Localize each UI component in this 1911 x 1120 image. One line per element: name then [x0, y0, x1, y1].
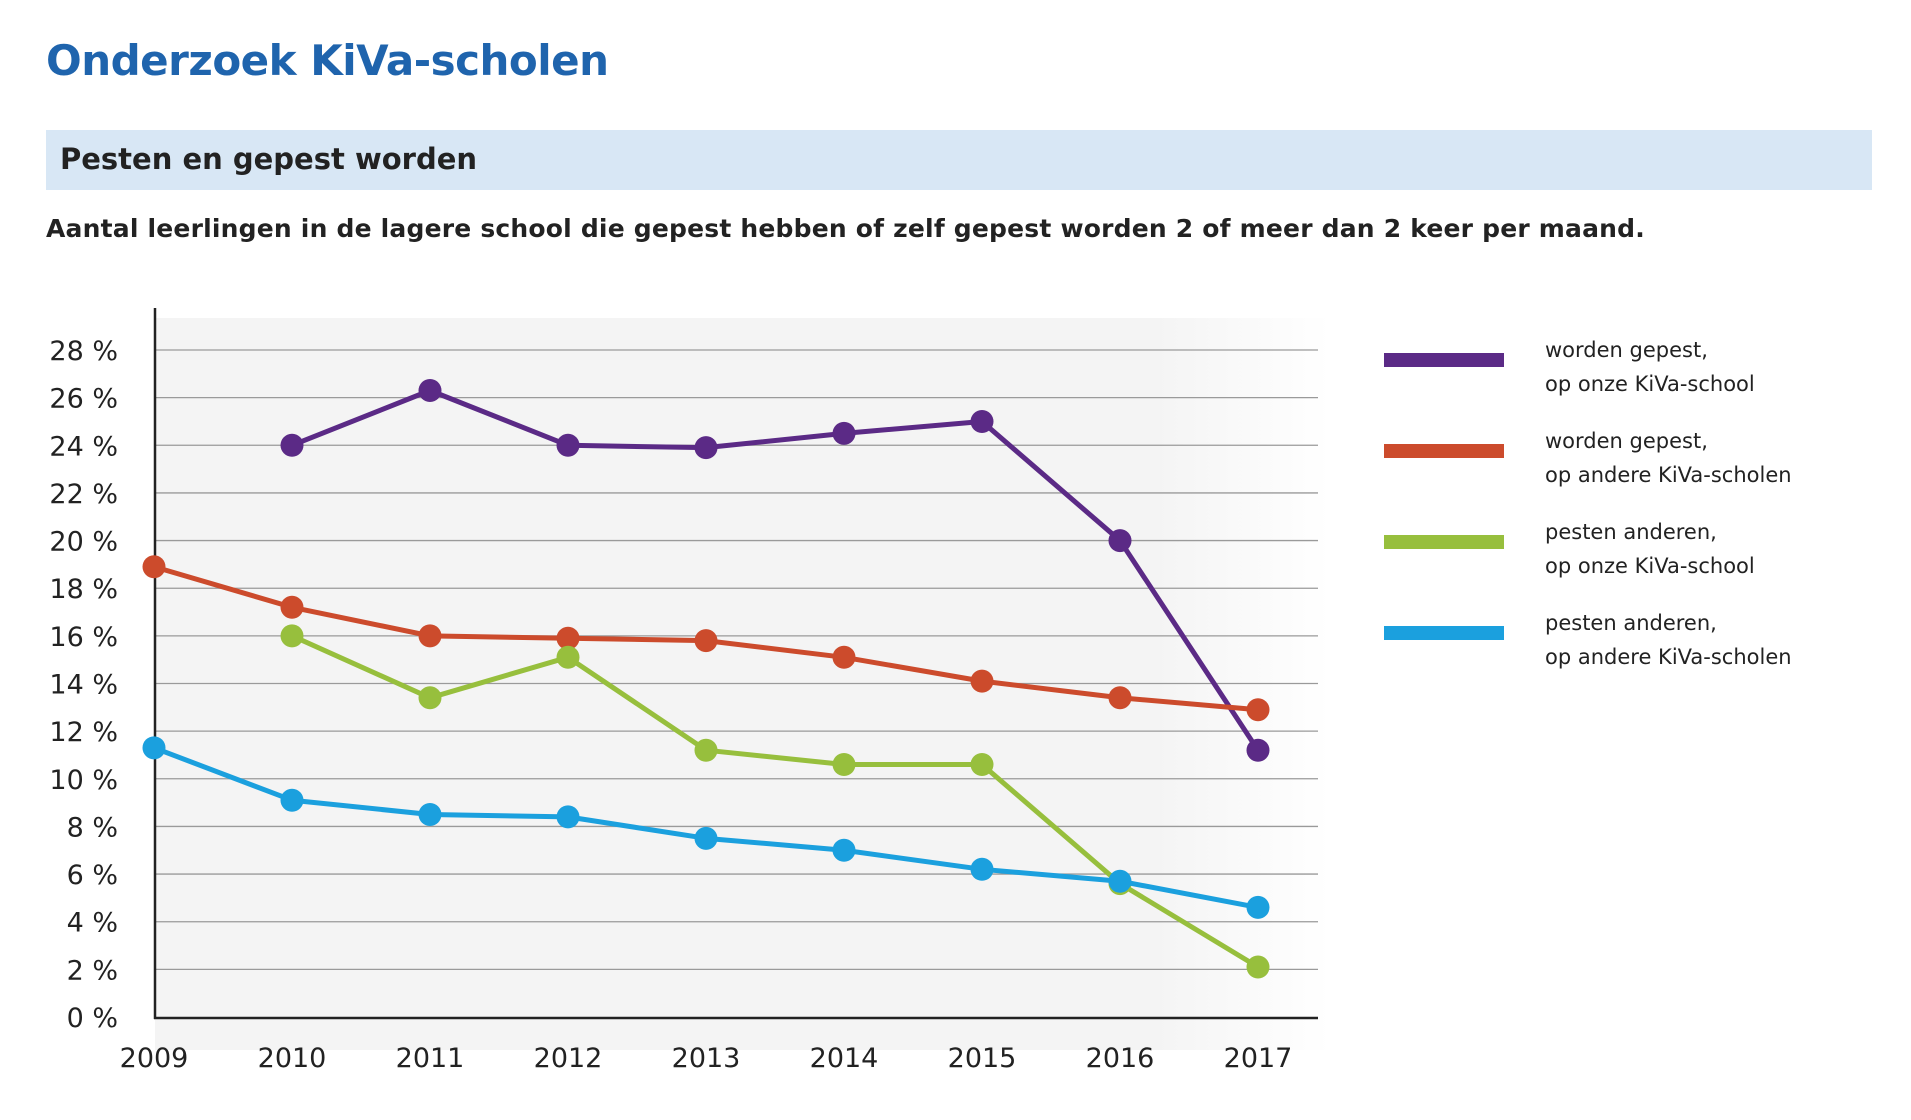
data-point-3-2012 — [556, 645, 580, 669]
legend-swatch — [1384, 535, 1504, 549]
legend-label-line1: pesten anderen, — [1545, 611, 1717, 635]
data-point-4-2015 — [970, 857, 994, 881]
y-tick-label: 12 % — [49, 717, 118, 748]
data-point-2-2015 — [970, 669, 994, 693]
x-tick-label: 2010 — [258, 1043, 327, 1074]
series-4 — [142, 736, 1270, 919]
x-tick-label: 2012 — [534, 1043, 603, 1074]
legend-label-line2: op andere KiVa-scholen — [1545, 463, 1792, 487]
x-axis: 2009 2010 2011 2012 2013 2014 2015 2016 2017 — [120, 1016, 1318, 1074]
x-tick-label: 2017 — [1224, 1043, 1293, 1074]
y-tick-label: 20 % — [49, 527, 118, 558]
data-point-4-2017 — [1246, 895, 1270, 919]
data-point-4-2010 — [280, 788, 304, 812]
data-point-3-2010 — [280, 624, 304, 648]
legend-label-line1: pesten anderen, — [1545, 520, 1717, 544]
y-tick-label: 0 % — [67, 1003, 118, 1034]
data-point-4-2012 — [556, 805, 580, 829]
x-tick-label: 2015 — [948, 1043, 1017, 1074]
data-point-2-2011 — [418, 624, 442, 648]
data-point-3-2013 — [694, 738, 718, 762]
y-tick-label: 14 % — [49, 670, 118, 701]
chart-description: Aantal leerlingen in de lagere school di… — [46, 214, 1645, 243]
y-tick-label: 24 % — [49, 431, 118, 462]
legend-swatch — [1384, 626, 1504, 640]
legend-label-line2: op andere KiVa-scholen — [1545, 645, 1792, 669]
series-1 — [280, 378, 1270, 762]
y-tick-label: 2 % — [67, 955, 118, 986]
data-point-1-2016 — [1108, 529, 1132, 553]
data-point-1-2012 — [556, 433, 580, 457]
x-tick-label: 2013 — [672, 1043, 741, 1074]
y-tick-label: 4 % — [67, 908, 118, 939]
y-tick-label: 22 % — [49, 479, 118, 510]
data-point-1-2011 — [418, 378, 442, 402]
x-tick-label: 2009 — [120, 1043, 189, 1074]
legend: worden gepest,op onze KiVa-schoolworden … — [1384, 338, 1792, 669]
legend-label-line1: worden gepest, — [1545, 338, 1708, 362]
data-point-3-2017 — [1246, 955, 1270, 979]
x-tick-label: 2011 — [396, 1043, 465, 1074]
y-axis: 0 % 2 % 4 % 6 % 8 % 10 % 12 % 14 % 16 % 18 % 20 % 2… — [49, 308, 157, 1034]
data-point-2-2009 — [142, 555, 166, 579]
legend-label-line1: worden gepest, — [1545, 429, 1708, 453]
data-point-2-2012 — [556, 626, 580, 650]
data-point-3-2015 — [970, 752, 994, 776]
data-point-3-2011 — [418, 686, 442, 710]
data-point-4-2011 — [418, 803, 442, 827]
data-point-2-2017 — [1246, 698, 1270, 722]
y-tick-label: 16 % — [49, 622, 118, 653]
section-header: Pesten en gepest worden — [46, 130, 1872, 190]
legend-label-line2: op onze KiVa-school — [1545, 554, 1755, 578]
data-point-1-2014 — [832, 421, 856, 445]
y-tick-label: 26 % — [49, 384, 118, 415]
series-2 — [142, 555, 1270, 722]
y-tick-label: 6 % — [67, 860, 118, 891]
data-point-2-2014 — [832, 645, 856, 669]
legend-item-2: worden gepest, op andere KiVa-scholen — [1384, 429, 1792, 487]
data-point-2-2016 — [1108, 686, 1132, 710]
data-point-4-2014 — [832, 838, 856, 862]
y-tick-label: 18 % — [49, 574, 118, 605]
section-title: Pesten en gepest worden — [60, 142, 478, 176]
y-tick-label: 10 % — [49, 765, 118, 796]
legend-item-1: worden gepest, op onze KiVa-school — [1384, 338, 1755, 396]
x-tick-label: 2014 — [810, 1043, 879, 1074]
series-line-3 — [289, 633, 1261, 970]
legend-swatch — [1384, 353, 1504, 367]
data-point-1-2010 — [280, 433, 304, 457]
data-point-2-2010 — [280, 595, 304, 619]
series-group — [142, 378, 1270, 979]
data-point-4-2013 — [694, 826, 718, 850]
data-point-1-2017 — [1246, 738, 1270, 762]
data-point-4-2009 — [142, 736, 166, 760]
data-point-3-2014 — [832, 752, 856, 776]
data-point-1-2015 — [970, 409, 994, 433]
x-tick-label: 2016 — [1086, 1043, 1155, 1074]
legend-item-3: pesten anderen, op onze KiVa-school — [1384, 520, 1755, 578]
y-tick-label: 28 % — [49, 336, 118, 367]
data-point-1-2013 — [694, 436, 718, 460]
legend-label-line2: op onze KiVa-school — [1545, 372, 1755, 396]
legend-item-4: pesten anderen, op andere KiVa-scholen — [1384, 611, 1792, 669]
line-chart: 0 % 2 % 4 % 6 % 8 % 10 % 12 % 14 % 16 % 18 % 20 % 2… — [49, 308, 1792, 1074]
legend-swatch — [1384, 444, 1504, 458]
page-title: Onderzoek KiVa-scholen — [46, 36, 609, 85]
data-point-2-2013 — [694, 629, 718, 653]
data-point-4-2016 — [1108, 869, 1132, 893]
series-line-1 — [289, 387, 1261, 753]
y-tick-label: 8 % — [67, 812, 118, 843]
